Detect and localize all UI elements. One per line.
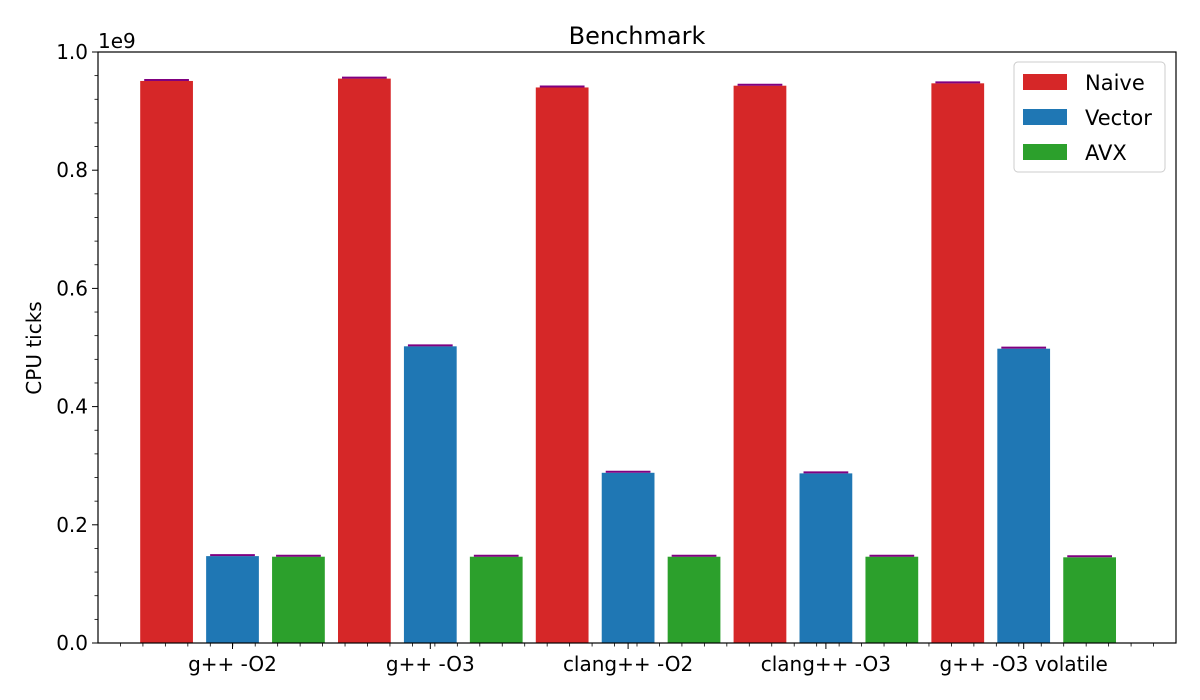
bar-vector-3 [799, 473, 853, 643]
x-tick-label: g++ -O3 [386, 652, 475, 676]
bar-avx-1 [469, 556, 523, 643]
chart-title: Benchmark [569, 22, 706, 50]
bars-layer [140, 76, 1117, 644]
x-tick-label: clang++ -O2 [563, 652, 693, 676]
y-tick-label: 0.4 [56, 395, 88, 419]
plot-frame [97, 51, 1177, 644]
y-tick-label: 0.6 [56, 276, 88, 300]
y-axis-label: CPU ticks [22, 301, 46, 394]
y-scale-label: 1e9 [98, 29, 136, 53]
y-tick-label: 0.0 [56, 631, 88, 655]
legend-swatch-naive [1023, 74, 1067, 90]
bar-naive-3 [733, 85, 787, 643]
bar-avx-2 [667, 556, 721, 643]
legend-label-avx: AVX [1085, 141, 1127, 165]
bar-avx-0 [272, 556, 325, 643]
bar-vector-4 [997, 348, 1051, 643]
x-tick-label: g++ -O2 [188, 652, 277, 676]
bar-avx-4 [1063, 557, 1117, 643]
y-tick-label: 0.8 [56, 158, 88, 182]
x-tick-label: clang++ -O3 [761, 652, 891, 676]
y-tick-label: 1.0 [56, 40, 88, 64]
bar-vector-1 [403, 346, 457, 643]
bar-naive-2 [535, 87, 589, 643]
legend-label-naive: Naive [1085, 71, 1145, 95]
bar-naive-4 [931, 83, 985, 643]
bar-naive-0 [140, 80, 193, 643]
legend: Naive Vector AVX [1013, 61, 1166, 173]
legend-label-vector: Vector [1085, 106, 1152, 130]
bar-naive-1 [338, 78, 391, 644]
bar-vector-2 [601, 472, 655, 643]
bar-vector-0 [206, 556, 259, 643]
x-tick-label: g++ -O3 volatile [940, 652, 1108, 676]
legend-swatch-vector [1023, 109, 1067, 125]
bar-avx-3 [865, 556, 919, 643]
ticks-layer: g++ -O2 g++ -O3 clang++ -O2 clang++ -O3 g++ … [56, 40, 1154, 676]
y-tick-label: 0.2 [56, 513, 88, 537]
legend-swatch-avx [1023, 144, 1067, 160]
